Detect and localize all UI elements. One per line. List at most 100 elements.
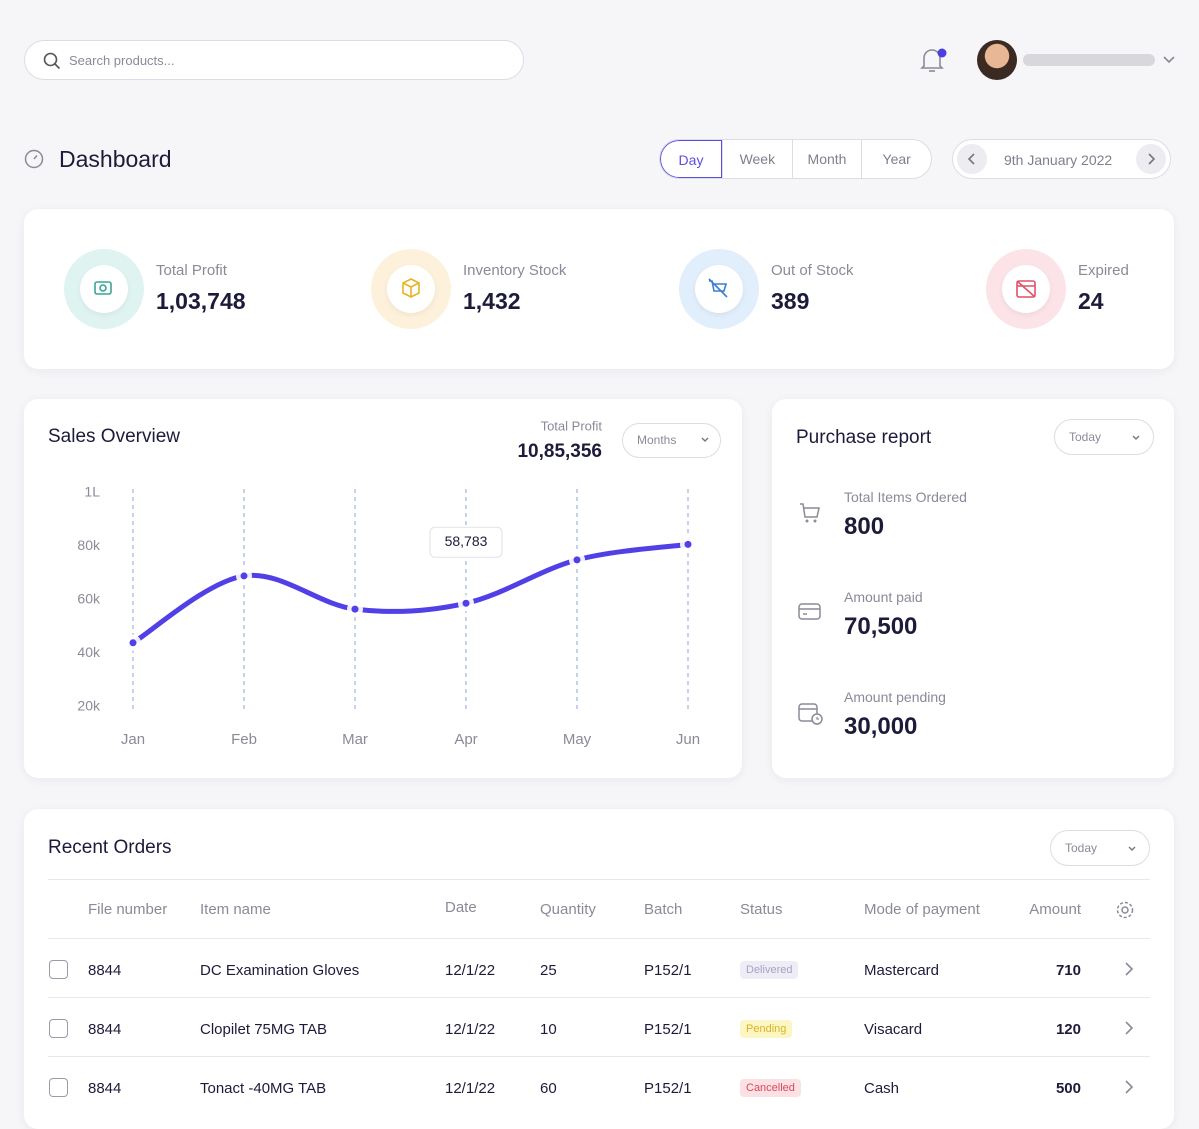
sales-overview-card: Sales Overview Total Profit 10,85,356 Mo… bbox=[24, 399, 742, 778]
tooltip: 58,783 bbox=[429, 526, 503, 558]
filter-chevron bbox=[701, 437, 709, 442]
card-icon bbox=[798, 603, 821, 620]
calendar-icon bbox=[798, 703, 823, 725]
icon bbox=[708, 278, 728, 298]
search-box[interactable]: Search products... bbox=[24, 40, 524, 80]
cell: 10 bbox=[540, 1021, 557, 1038]
chart-title: Sales Overview bbox=[48, 426, 180, 447]
cell: Visacard bbox=[864, 1021, 923, 1038]
amount: 500 bbox=[1055, 1080, 1081, 1097]
stat-icon bbox=[986, 249, 1066, 329]
x-tick-label: May bbox=[563, 731, 592, 748]
data-point bbox=[684, 540, 692, 548]
row-checkbox[interactable] bbox=[49, 960, 68, 979]
cell: Clopilet 75MG TAB bbox=[200, 1021, 327, 1038]
tooltip-label: 58,783 bbox=[445, 533, 488, 549]
sales-line bbox=[130, 541, 691, 646]
next-date[interactable] bbox=[1136, 144, 1166, 174]
column-header: Batch bbox=[644, 901, 683, 918]
row-chevron[interactable] bbox=[1122, 1019, 1136, 1042]
report-filter[interactable]: Today bbox=[1054, 419, 1154, 455]
stat-label: Total Profit bbox=[156, 262, 227, 279]
divider bbox=[48, 879, 1150, 880]
summary-value: 10,85,356 bbox=[517, 441, 602, 462]
y-tick-label: 20k bbox=[77, 698, 101, 714]
settings-icon[interactable] bbox=[1114, 899, 1136, 921]
x-tick-label: Jan bbox=[121, 731, 145, 748]
period-option[interactable]: Day bbox=[660, 140, 722, 178]
search-icon bbox=[43, 52, 61, 70]
cell: 12/1/22 bbox=[445, 1080, 496, 1097]
data-point bbox=[129, 639, 137, 647]
stat-icon bbox=[679, 249, 759, 329]
card-title: Recent Orders bbox=[48, 837, 172, 858]
row-checkbox[interactable] bbox=[49, 1019, 68, 1038]
chart-filter[interactable]: Months bbox=[622, 423, 721, 458]
stat-label: Expired bbox=[1078, 262, 1129, 279]
period-option[interactable]: Week bbox=[722, 140, 792, 178]
report-value: 30,000 bbox=[844, 713, 918, 740]
notification-bell[interactable] bbox=[918, 44, 948, 76]
column-header: Status bbox=[740, 901, 783, 918]
cell: Mastercard bbox=[864, 962, 940, 979]
cell: Cash bbox=[864, 1080, 900, 1097]
filter-label: Today bbox=[1065, 841, 1098, 855]
stat-value: 24 bbox=[1078, 288, 1104, 314]
status-badge: Pending bbox=[740, 1020, 793, 1038]
recent-orders-card: Recent Orders Today File number Item name… bbox=[24, 809, 1174, 1129]
cell: P152/1 bbox=[644, 962, 692, 979]
x-tick-label: Jun bbox=[676, 731, 700, 748]
column-header: Date bbox=[445, 899, 477, 916]
divider bbox=[48, 938, 1150, 939]
filter-label: Months bbox=[637, 433, 676, 447]
column-header: Amount bbox=[1029, 901, 1081, 918]
chevron-icon bbox=[1125, 1080, 1134, 1094]
x-tick-label: Mar bbox=[342, 731, 368, 748]
period-option[interactable]: Month bbox=[791, 140, 862, 178]
page-title: Dashboard bbox=[59, 146, 172, 172]
filter-label: Today bbox=[1069, 430, 1102, 444]
cell: Tonact -40MG TAB bbox=[200, 1080, 327, 1097]
cell: 8844 bbox=[88, 1080, 122, 1097]
data-point bbox=[240, 572, 248, 580]
stat-value: 1,432 bbox=[463, 288, 521, 314]
y-tick-label: 80k bbox=[77, 537, 101, 553]
status-badge: Delivered bbox=[740, 961, 799, 979]
filter-chevron bbox=[1128, 846, 1136, 851]
prev-date[interactable] bbox=[957, 144, 987, 174]
user-menu-chevron[interactable] bbox=[1162, 55, 1176, 65]
report-label: Amount paid bbox=[844, 589, 923, 605]
y-tick-label: 40k bbox=[77, 644, 101, 660]
orders-filter[interactable]: Today bbox=[1050, 830, 1150, 866]
summary-label: Total Profit bbox=[541, 418, 603, 433]
row-checkbox[interactable] bbox=[49, 1078, 68, 1097]
icon bbox=[402, 278, 420, 298]
search-placeholder: Search products... bbox=[69, 53, 175, 68]
cell: 12/1/22 bbox=[445, 962, 496, 979]
cell: 8844 bbox=[88, 1021, 122, 1038]
cell: P152/1 bbox=[644, 1080, 692, 1097]
stat-icon bbox=[64, 249, 144, 329]
period-selector: Day Week Month Year bbox=[659, 139, 932, 179]
cell: 60 bbox=[540, 1080, 557, 1097]
icon bbox=[94, 281, 112, 295]
status-badge: Cancelled bbox=[740, 1079, 801, 1097]
stats-card: Total Profit 1,03,748 Inventory Stock 1,432… bbox=[24, 209, 1174, 369]
data-point bbox=[351, 605, 359, 613]
x-tick-label: Feb bbox=[231, 731, 257, 748]
row-chevron[interactable] bbox=[1122, 1078, 1136, 1101]
period-option[interactable]: Year bbox=[861, 140, 931, 178]
stat-value: 389 bbox=[771, 288, 810, 314]
chevron-icon bbox=[1125, 962, 1134, 976]
status: Pending bbox=[740, 1019, 793, 1038]
avatar[interactable] bbox=[977, 40, 1017, 80]
amount: 710 bbox=[1055, 962, 1081, 979]
current-date: 9th January 2022 bbox=[1004, 152, 1113, 168]
report-value: 70,500 bbox=[844, 613, 918, 640]
column-header: File number bbox=[88, 901, 168, 918]
row-chevron[interactable] bbox=[1122, 960, 1136, 983]
cell: 25 bbox=[540, 962, 557, 979]
data-point bbox=[462, 599, 470, 607]
